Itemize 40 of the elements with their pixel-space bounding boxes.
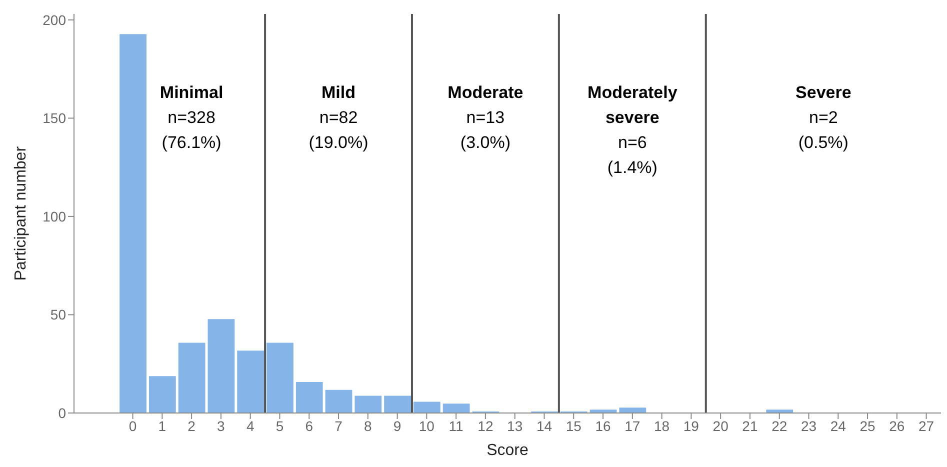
x-tick-label: 19 xyxy=(683,418,700,434)
x-tick-label: 22 xyxy=(772,418,788,434)
y-tick-label: 100 xyxy=(42,208,66,224)
y-tick-label: 50 xyxy=(50,306,66,323)
x-tick-label: 17 xyxy=(624,418,640,434)
x-tick-label: 20 xyxy=(712,418,729,434)
x-tick-label: 2 xyxy=(188,418,196,434)
x-axis-title: Score xyxy=(486,442,528,459)
y-tick-label: 0 xyxy=(58,404,66,421)
annotation: Minimal n=328 (76.1%) xyxy=(160,82,224,152)
annotation: Moderately severe n=6 (1.4%) xyxy=(588,82,678,177)
x-tick-label: 3 xyxy=(217,418,226,434)
x-tick-label: 0 xyxy=(128,418,137,434)
x-tick-label: 18 xyxy=(654,418,670,434)
x-tick-label: 6 xyxy=(305,418,314,434)
x-tick-label: 13 xyxy=(507,418,523,434)
x-tick-label: 15 xyxy=(566,418,582,434)
x-tick-label: 12 xyxy=(478,418,494,434)
x-tick-label: 11 xyxy=(448,418,464,434)
annotation: Severe n=2 (0.5%) xyxy=(796,82,852,152)
y-tick-label: 150 xyxy=(42,110,66,126)
x-tick-label: 21 xyxy=(742,418,758,434)
annotation: Moderate n=13 (3.0%) xyxy=(448,82,524,152)
x-tick-label: 9 xyxy=(393,418,402,434)
x-tick-label: 14 xyxy=(536,418,552,434)
x-tick-label: 4 xyxy=(246,418,254,434)
x-tick-label: 7 xyxy=(334,418,343,434)
x-tick-label: 24 xyxy=(830,418,846,434)
x-tick-label: 16 xyxy=(595,418,612,434)
x-tick-label: 1 xyxy=(158,418,166,434)
x-tick-label: 26 xyxy=(889,418,905,434)
x-tick-label: 25 xyxy=(860,418,876,434)
x-tick-label: 27 xyxy=(918,418,934,434)
x-tick-label: 23 xyxy=(800,418,817,434)
y-axis-title: Participant number xyxy=(12,146,30,281)
annotation: Mild n=82 (19.0%) xyxy=(308,82,368,152)
x-tick-label: 5 xyxy=(276,418,284,434)
x-tick-label: 8 xyxy=(364,418,372,434)
x-tick-label: 10 xyxy=(418,418,435,434)
y-tick-label: 200 xyxy=(42,12,66,28)
